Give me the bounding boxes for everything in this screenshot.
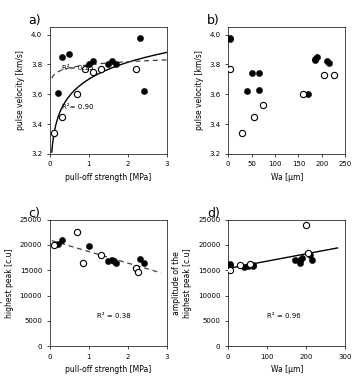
Text: R²= 0.90: R²= 0.90 [62,104,94,110]
Text: c): c) [29,207,41,220]
X-axis label: Wa [μm]: Wa [μm] [271,365,303,374]
Y-axis label: pulse velocity [km/s]: pulse velocity [km/s] [16,51,25,130]
Y-axis label: pulse velocity [km/s]: pulse velocity [km/s] [195,51,204,130]
Text: d): d) [207,207,220,220]
X-axis label: Wa [μm]: Wa [μm] [271,173,303,182]
Y-axis label: amplitude of the
highest peak [c.u]: amplitude of the highest peak [c.u] [172,248,192,318]
Text: R²= 0.15: R²= 0.15 [62,65,94,72]
Text: b): b) [207,14,220,27]
X-axis label: pull-off strength [MPa]: pull-off strength [MPa] [66,365,152,374]
X-axis label: pull-off strength [MPa]: pull-off strength [MPa] [66,173,152,182]
Text: a): a) [29,14,41,27]
Text: R² = 0.96: R² = 0.96 [267,314,301,319]
Y-axis label: amplitude of the
highest peak [c.u]: amplitude of the highest peak [c.u] [0,248,14,318]
Text: R² = 0.38: R² = 0.38 [97,314,131,319]
